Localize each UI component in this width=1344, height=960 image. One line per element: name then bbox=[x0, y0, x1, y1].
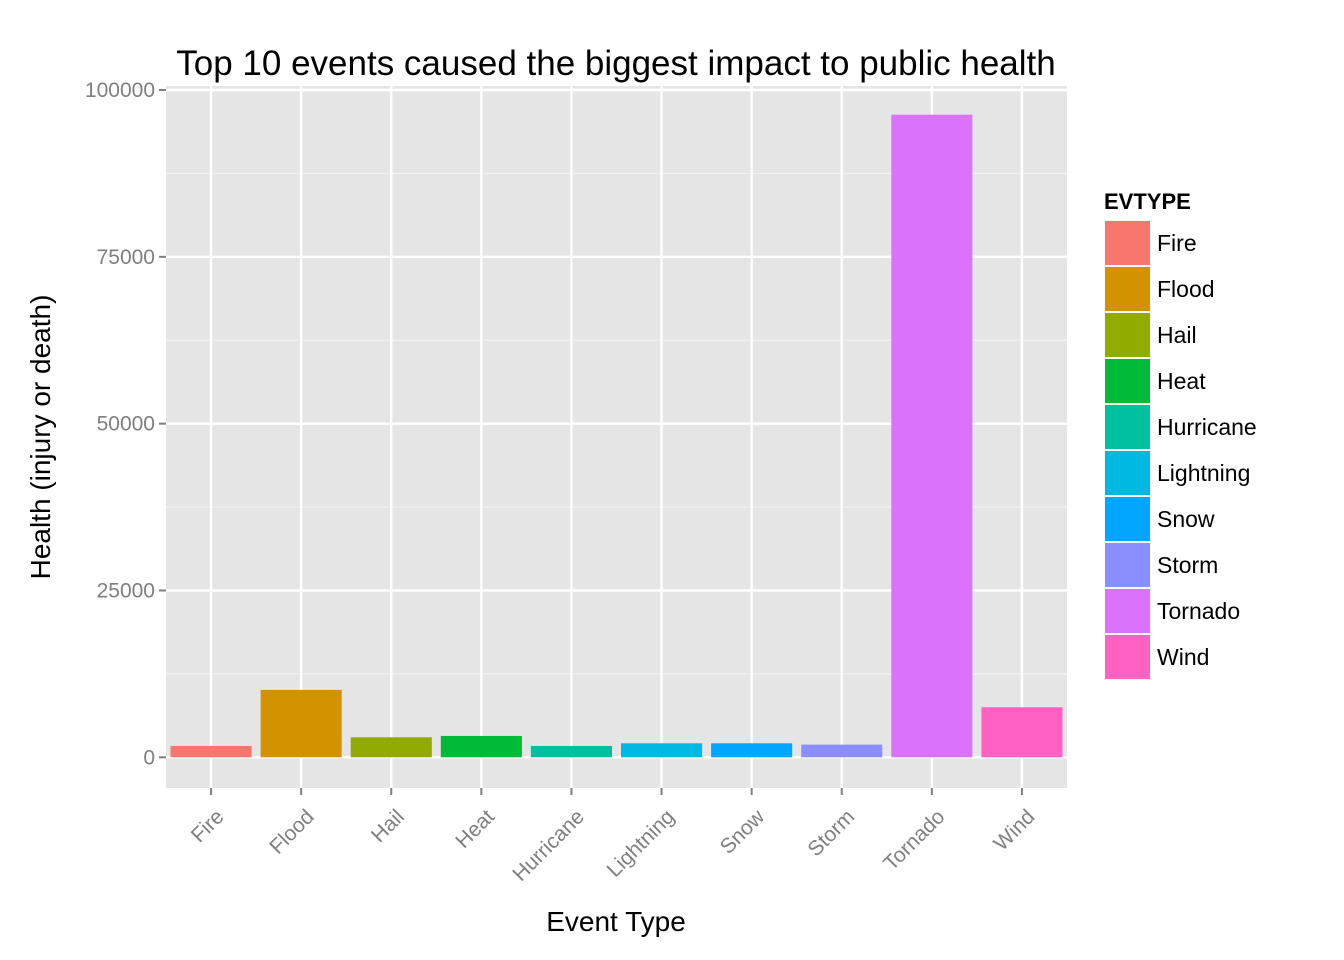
x-tick-label: Hail bbox=[367, 805, 409, 847]
bar-flood bbox=[260, 689, 342, 758]
legend-label-storm: Storm bbox=[1157, 552, 1218, 578]
y-tick-label: 0 bbox=[143, 746, 155, 769]
legend-title: EVTYPE bbox=[1104, 189, 1191, 214]
legend-swatch-wind bbox=[1105, 635, 1150, 679]
legend-items: Fire Flood Hail Heat Hurricane Lightning Snow S… bbox=[1103, 219, 1257, 681]
x-axis: Fire Flood Hail Heat Hurricane Lightning Snow S… bbox=[187, 788, 1039, 886]
bar-wind bbox=[981, 707, 1063, 758]
legend-swatch-heat bbox=[1105, 359, 1150, 403]
legend-label-lightning: Lightning bbox=[1157, 460, 1250, 486]
x-tick-label: Heat bbox=[451, 805, 499, 853]
legend-label-fire: Fire bbox=[1157, 230, 1197, 256]
y-axis-title: Health (injury or death) bbox=[25, 295, 56, 580]
legend-label-heat: Heat bbox=[1157, 368, 1206, 394]
x-tick-label: Lightning bbox=[603, 805, 680, 882]
bar-fire bbox=[170, 745, 252, 758]
x-tick-label: Snow bbox=[716, 805, 770, 859]
x-tick-label: Tornado bbox=[879, 805, 949, 875]
y-tick-label: 100000 bbox=[85, 79, 155, 102]
bar-heat bbox=[440, 735, 522, 758]
legend-swatch-hurricane bbox=[1105, 405, 1150, 449]
x-tick-label: Storm bbox=[803, 805, 859, 861]
bar-lightning bbox=[621, 743, 703, 758]
legend-label-wind: Wind bbox=[1157, 644, 1209, 670]
major-gridlines bbox=[166, 86, 1067, 788]
y-tick-label: 75000 bbox=[97, 246, 155, 269]
y-tick-label: 25000 bbox=[97, 579, 155, 602]
legend-label-hurricane: Hurricane bbox=[1157, 414, 1257, 440]
legend-label-flood: Flood bbox=[1157, 276, 1215, 302]
x-tick-label: Wind bbox=[989, 805, 1039, 855]
x-tick-label: Hurricane bbox=[508, 805, 589, 886]
y-tick-label: 50000 bbox=[97, 413, 155, 436]
legend-swatch-lightning bbox=[1105, 451, 1150, 495]
legend-swatch-storm bbox=[1105, 543, 1150, 587]
legend-swatch-fire bbox=[1105, 221, 1150, 265]
x-axis-title: Event Type bbox=[546, 906, 686, 937]
legend-swatch-snow bbox=[1105, 497, 1150, 541]
legend-label-tornado: Tornado bbox=[1157, 598, 1240, 624]
bar-hail bbox=[350, 737, 432, 758]
legend-swatch-hail bbox=[1105, 313, 1150, 357]
x-tick-label: Fire bbox=[187, 805, 229, 847]
y-axis: 0 25000 50000 75000 100000 bbox=[85, 79, 166, 769]
legend-label-snow: Snow bbox=[1157, 506, 1215, 532]
bar-tornado bbox=[891, 114, 973, 758]
bar-hurricane bbox=[530, 745, 612, 758]
legend: EVTYPE Fire Flood Hail Heat Hurricane Lightni… bbox=[1103, 189, 1257, 681]
legend-swatch-tornado bbox=[1105, 589, 1150, 633]
legend-label-hail: Hail bbox=[1157, 322, 1197, 348]
x-tick-label: Flood bbox=[265, 805, 318, 858]
bar-snow bbox=[711, 743, 793, 758]
legend-swatch-flood bbox=[1105, 267, 1150, 311]
chart-title: Top 10 events caused the biggest impact … bbox=[176, 44, 1055, 83]
bar-storm bbox=[801, 744, 883, 758]
bars bbox=[170, 114, 1063, 758]
